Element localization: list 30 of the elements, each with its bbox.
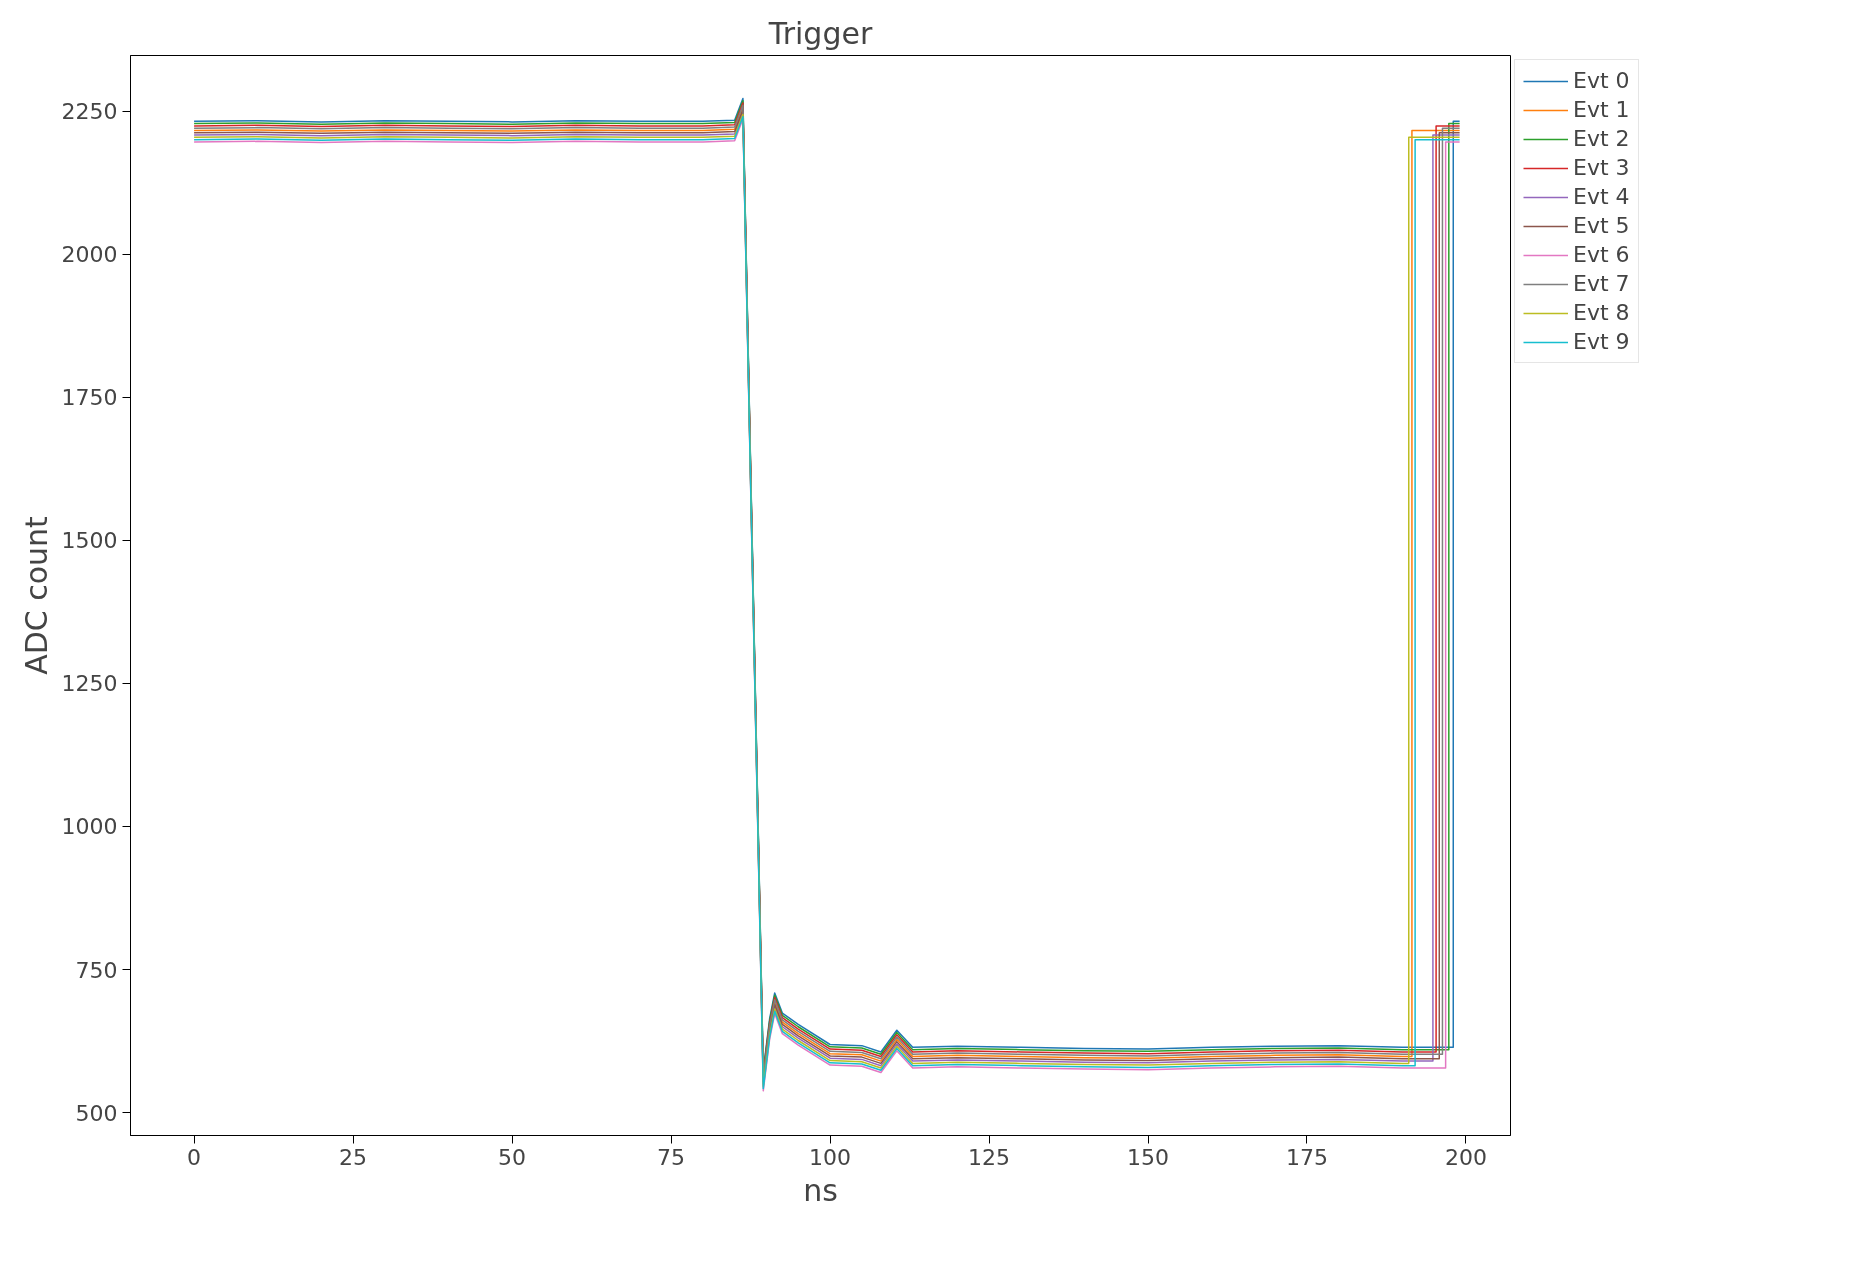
legend-label: Evt 1 xyxy=(1573,97,1630,122)
legend-label: Evt 3 xyxy=(1573,155,1630,180)
x-tick-label: 100 xyxy=(809,1144,852,1170)
legend-label: Evt 7 xyxy=(1573,271,1630,296)
y-tick-label: 2000 xyxy=(61,242,118,268)
legend-label: Evt 2 xyxy=(1573,126,1630,151)
legend-label: Evt 4 xyxy=(1573,184,1630,209)
legend-label: Evt 5 xyxy=(1573,213,1630,238)
y-tick-label: 500 xyxy=(75,1100,118,1126)
chart-title: Trigger xyxy=(767,15,873,51)
y-tick-label: 1750 xyxy=(61,385,118,411)
legend-label: Evt 0 xyxy=(1573,68,1630,93)
x-tick-label: 125 xyxy=(968,1144,1011,1170)
y-tick-label: 750 xyxy=(75,957,118,983)
x-axis-title: ns xyxy=(803,1172,838,1208)
x-tick-label: 75 xyxy=(657,1144,686,1170)
y-tick-label: 1000 xyxy=(61,814,118,840)
y-axis-title: ADC count xyxy=(18,515,54,675)
legend-label: Evt 6 xyxy=(1573,242,1630,267)
x-tick-label: 25 xyxy=(339,1144,368,1170)
y-tick-label: 1250 xyxy=(61,671,118,697)
x-tick-label: 0 xyxy=(187,1144,202,1170)
y-tick-label: 2250 xyxy=(61,99,118,125)
x-tick-label: 200 xyxy=(1444,1144,1487,1170)
x-tick-label: 50 xyxy=(498,1144,527,1170)
legend-label: Evt 8 xyxy=(1573,300,1630,325)
y-tick-label: 1500 xyxy=(61,528,118,554)
x-tick-label: 150 xyxy=(1127,1144,1170,1170)
legend-label: Evt 9 xyxy=(1573,329,1630,354)
x-tick-label: 175 xyxy=(1286,1144,1328,1170)
